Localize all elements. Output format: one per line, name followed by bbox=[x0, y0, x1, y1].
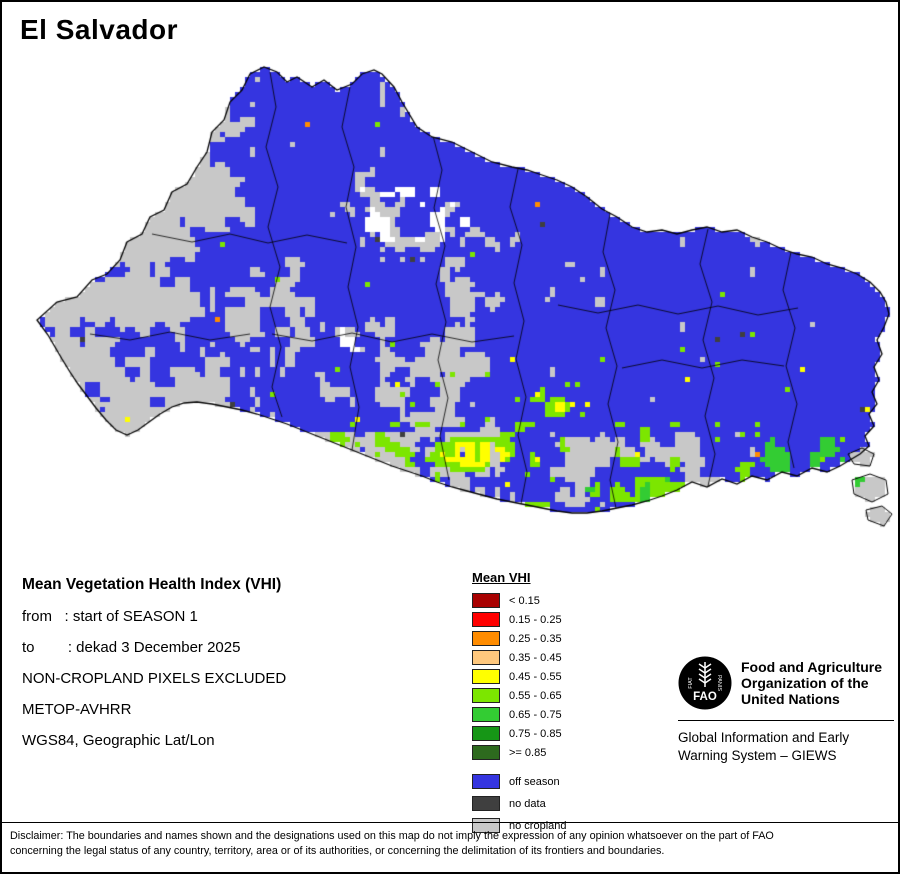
legend-item: no data bbox=[472, 796, 567, 811]
legend-title: Mean VHI bbox=[472, 570, 531, 585]
legend-item-label: 0.75 - 0.85 bbox=[509, 727, 562, 740]
map-info-line: METOP-AVHRR bbox=[22, 701, 132, 718]
map-info-heading: Mean Vegetation Health Index (VHI) bbox=[22, 576, 282, 593]
legend-swatch bbox=[472, 593, 500, 608]
fao-logo-text: FAO bbox=[693, 691, 717, 703]
fao-motto-right: PANIS bbox=[716, 675, 722, 691]
legend-item-label: no data bbox=[509, 797, 546, 810]
legend-item-label: 0.25 - 0.35 bbox=[509, 632, 562, 645]
giews-line: Global Information and Early bbox=[678, 730, 850, 745]
footer-divider bbox=[2, 822, 898, 823]
legend-classes: < 0.15 0.15 - 0.25 0.25 - 0.35 0.35 - 0.45 0… bbox=[472, 593, 567, 760]
legend-item-label: 0.55 - 0.65 bbox=[509, 689, 562, 702]
legend-item-label: < 0.15 bbox=[509, 594, 540, 607]
el-salvador-vhi-raster-map bbox=[2, 2, 898, 562]
legend: Mean VHI < 0.15 0.15 - 0.25 0.25 - 0.35 0.3… bbox=[472, 570, 567, 840]
legend-item: 0.15 - 0.25 bbox=[472, 612, 567, 627]
legend-item: < 0.15 bbox=[472, 593, 567, 608]
map-info-line: from : start of SEASON 1 bbox=[22, 608, 198, 625]
fao-name: Food and Agriculture Organization of the… bbox=[741, 659, 882, 707]
map-info-line: to : dekad 3 December 2025 bbox=[22, 639, 241, 656]
legend-item-label: 0.45 - 0.55 bbox=[509, 670, 562, 683]
map-info-line: WGS84, Geographic Lat/Lon bbox=[22, 732, 215, 749]
legend-swatch bbox=[472, 726, 500, 741]
page-title: El Salvador bbox=[20, 14, 179, 45]
legend-swatch bbox=[472, 818, 500, 833]
fao-header: FIAT PANIS FAO Food and Agriculture Orga… bbox=[678, 656, 894, 710]
fao-block: FIAT PANIS FAO Food and Agriculture Orga… bbox=[678, 656, 894, 765]
legend-item: off season bbox=[472, 774, 567, 789]
legend-item: 0.45 - 0.55 bbox=[472, 669, 567, 684]
legend-swatch bbox=[472, 688, 500, 703]
legend-swatch bbox=[472, 631, 500, 646]
legend-item-label: 0.35 - 0.45 bbox=[509, 651, 562, 664]
map-info-block: Mean Vegetation Health Index (VHI) from … bbox=[22, 576, 286, 763]
legend-swatch bbox=[472, 796, 500, 811]
legend-item: 0.55 - 0.65 bbox=[472, 688, 567, 703]
fao-motto-left: FIAT bbox=[688, 677, 694, 689]
fao-name-line: Food and Agriculture bbox=[741, 659, 883, 675]
fao-logo-icon: FIAT PANIS FAO bbox=[678, 656, 732, 710]
disclaimer-line: concerning the legal status of any count… bbox=[10, 845, 665, 857]
fao-name-line: United Nations bbox=[741, 691, 840, 707]
legend-item: 0.75 - 0.85 bbox=[472, 726, 567, 741]
map-info-line: NON-CROPLAND PIXELS EXCLUDED bbox=[22, 670, 287, 687]
disclaimer: Disclaimer: The boundaries and names sho… bbox=[10, 829, 890, 859]
legend-item-label: off season bbox=[509, 775, 560, 788]
legend-categories: off season no data no cropland bbox=[472, 774, 567, 833]
legend-swatch bbox=[472, 650, 500, 665]
fao-name-line: Organization of the bbox=[741, 675, 869, 691]
giews-name: Global Information and Early Warning Sys… bbox=[678, 729, 894, 765]
giews-line: Warning System – GIEWS bbox=[678, 748, 837, 763]
legend-item-label: >= 0.85 bbox=[509, 746, 547, 759]
legend-item: 0.25 - 0.35 bbox=[472, 631, 567, 646]
legend-item: 0.65 - 0.75 bbox=[472, 707, 567, 722]
legend-swatch bbox=[472, 707, 500, 722]
legend-item: >= 0.85 bbox=[472, 745, 567, 760]
legend-swatch bbox=[472, 774, 500, 789]
map-info-lines: from : start of SEASON 1 to : dekad 3 Dec… bbox=[22, 608, 286, 749]
legend-item-label: 0.15 - 0.25 bbox=[509, 613, 562, 626]
legend-item: 0.35 - 0.45 bbox=[472, 650, 567, 665]
legend-item-label: 0.65 - 0.75 bbox=[509, 708, 562, 721]
legend-swatch bbox=[472, 612, 500, 627]
disclaimer-line: Disclaimer: The boundaries and names sho… bbox=[10, 830, 774, 842]
legend-swatch bbox=[472, 669, 500, 684]
fao-divider bbox=[678, 720, 894, 721]
legend-swatch bbox=[472, 745, 500, 760]
